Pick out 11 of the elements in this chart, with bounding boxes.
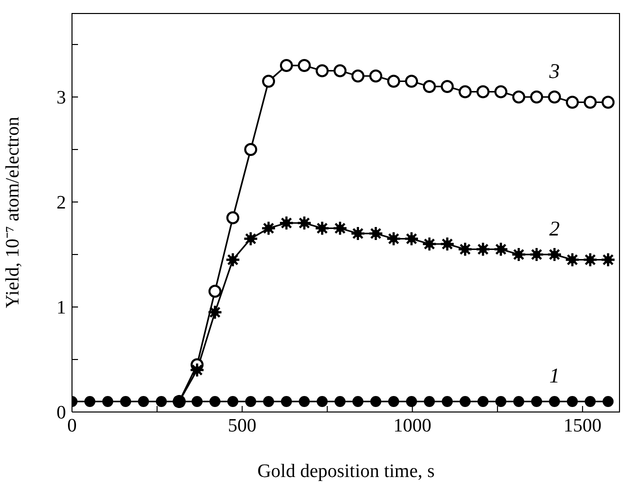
series-label: 3: [548, 59, 560, 83]
x-tick-label: 1500: [564, 415, 602, 436]
x-axis-title: Gold deposition time, s: [257, 461, 435, 482]
series-label: 1: [549, 364, 560, 388]
y-tick-label: 2: [56, 192, 66, 214]
x-tick-label: 500: [228, 415, 256, 436]
y-tick-label: 3: [56, 88, 66, 109]
series-label: 2: [549, 216, 560, 240]
y-tick-label: 1: [56, 298, 66, 319]
y-axis-title: Yield, 10⁻⁷ atom/electron: [2, 116, 24, 308]
x-tick-label: 1000: [393, 415, 432, 436]
